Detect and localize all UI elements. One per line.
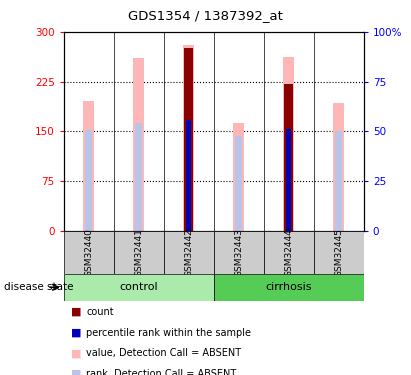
Text: cirrhosis: cirrhosis <box>266 282 312 292</box>
Bar <box>85 130 92 231</box>
Bar <box>133 58 144 231</box>
Bar <box>333 103 344 231</box>
Bar <box>286 129 291 231</box>
Bar <box>284 84 293 231</box>
Bar <box>183 45 194 231</box>
Bar <box>187 120 191 231</box>
Text: rank, Detection Call = ABSENT: rank, Detection Call = ABSENT <box>86 369 237 375</box>
Text: GSM32442: GSM32442 <box>184 228 193 277</box>
Bar <box>64 231 114 274</box>
Text: percentile rank within the sample: percentile rank within the sample <box>86 328 251 338</box>
Bar <box>264 231 314 274</box>
Bar <box>236 136 242 231</box>
Bar <box>214 231 264 274</box>
Text: control: control <box>120 282 158 292</box>
Bar <box>283 57 294 231</box>
Bar <box>164 231 214 274</box>
Bar <box>136 123 142 231</box>
Text: value, Detection Call = ABSENT: value, Detection Call = ABSENT <box>86 348 241 358</box>
Text: GSM32443: GSM32443 <box>234 228 243 277</box>
Bar <box>335 131 342 231</box>
Text: ■: ■ <box>71 369 81 375</box>
Text: GSM32445: GSM32445 <box>334 228 343 277</box>
Text: GSM32440: GSM32440 <box>84 228 93 277</box>
Bar <box>233 123 244 231</box>
Bar <box>83 102 94 231</box>
Bar <box>214 274 364 301</box>
Text: disease state: disease state <box>4 282 74 292</box>
Bar <box>286 129 292 231</box>
Text: count: count <box>86 307 114 317</box>
Text: GSM32444: GSM32444 <box>284 228 293 277</box>
Bar <box>184 48 193 231</box>
Text: ■: ■ <box>71 348 81 358</box>
Bar <box>185 119 192 231</box>
Text: GDS1354 / 1387392_at: GDS1354 / 1387392_at <box>128 9 283 22</box>
Text: GSM32441: GSM32441 <box>134 228 143 277</box>
Bar <box>114 231 164 274</box>
Text: ■: ■ <box>71 328 81 338</box>
Bar <box>314 231 364 274</box>
Bar <box>64 274 214 301</box>
Text: ■: ■ <box>71 307 81 317</box>
